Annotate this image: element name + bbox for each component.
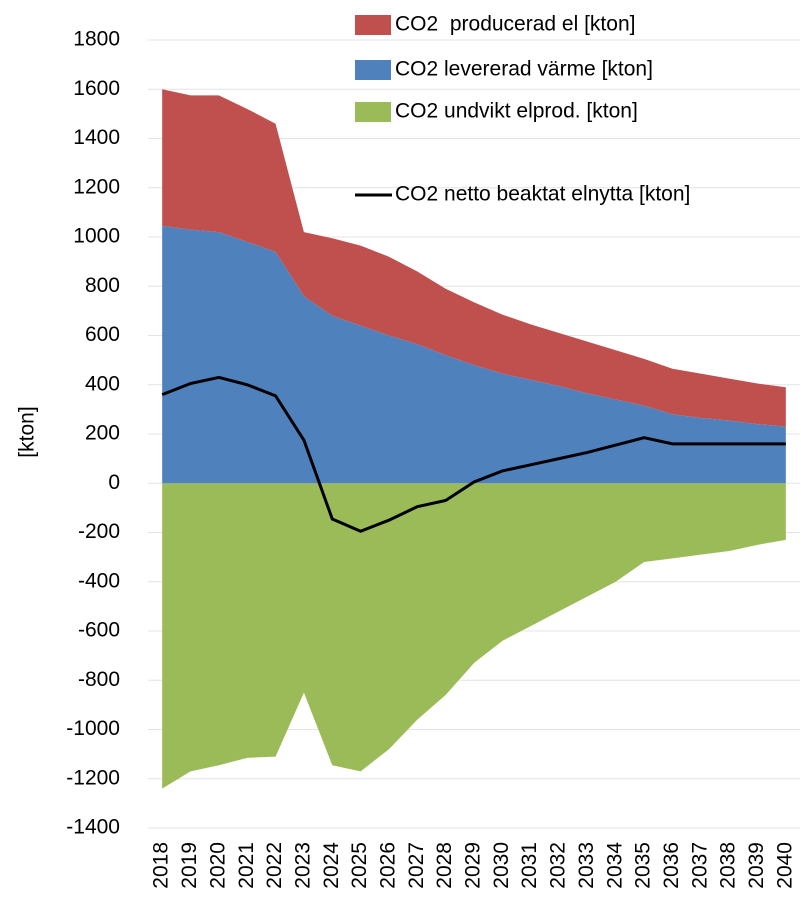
x-tick-label: 2019 <box>178 842 201 889</box>
x-tick-label: 2018 <box>150 842 173 889</box>
x-tick-label: 2039 <box>745 842 768 889</box>
x-tick-label: 2035 <box>632 842 655 889</box>
x-tick-label: 2027 <box>405 842 428 889</box>
legend-swatch <box>355 15 391 35</box>
x-tick-label: 2021 <box>235 842 258 889</box>
x-tick-label: 2032 <box>547 842 570 889</box>
y-tick-label: -1000 <box>66 717 120 740</box>
legend-label: CO2 netto beaktat elnytta [kton] <box>395 183 690 206</box>
y-tick-label: -1400 <box>66 816 120 839</box>
y-tick-label: 1400 <box>73 126 120 149</box>
x-tick-label: 2040 <box>773 842 796 889</box>
x-tick-label: 2020 <box>206 842 229 889</box>
y-tick-label: 0 <box>108 471 120 494</box>
line <box>161 375 786 533</box>
y-tick-label: 400 <box>85 372 120 395</box>
x-tick-label: 2029 <box>462 842 485 889</box>
x-tick-label: 2037 <box>688 842 711 889</box>
legend-swatch <box>355 102 391 122</box>
y-tick-label: 1200 <box>73 175 120 198</box>
x-tick-label: 2033 <box>575 842 598 889</box>
x-tick-label: 2031 <box>518 842 541 889</box>
y-tick-label: -1200 <box>66 766 120 789</box>
legend-label: CO2 producerad el [kton] <box>395 13 635 36</box>
legend-swatch <box>355 60 391 80</box>
y-tick-label: -200 <box>78 520 120 543</box>
y-axis-label: [kton] <box>16 406 39 457</box>
x-tick-label: 2034 <box>603 842 626 889</box>
y-tick-label: 600 <box>85 323 120 346</box>
y-tick-label: 1000 <box>73 225 120 248</box>
x-tick-label: 2022 <box>263 842 286 889</box>
x-tick-label: 2036 <box>660 842 683 889</box>
x-tick-label: 2023 <box>291 842 314 889</box>
y-tick-label: -800 <box>78 668 120 691</box>
area <box>162 483 786 789</box>
x-tick-label: 2026 <box>377 842 400 889</box>
y-tick-label: 1800 <box>73 28 120 51</box>
area <box>162 89 786 427</box>
legend-label: CO2 levererad värme [kton] <box>395 58 653 81</box>
y-tick-label: 800 <box>85 274 120 297</box>
x-tick-label: 2030 <box>490 842 513 889</box>
y-tick-label: -400 <box>78 569 120 592</box>
x-tick-label: 2038 <box>717 842 740 889</box>
y-tick-label: 1600 <box>73 77 120 100</box>
area <box>162 225 786 484</box>
legend-label: CO2 undvikt elprod. [kton] <box>395 100 638 123</box>
x-tick-label: 2024 <box>320 842 343 889</box>
y-tick-label: 200 <box>85 422 120 445</box>
x-tick-label: 2025 <box>348 842 371 889</box>
x-tick-label: 2028 <box>433 842 456 889</box>
y-tick-label: -600 <box>78 619 120 642</box>
